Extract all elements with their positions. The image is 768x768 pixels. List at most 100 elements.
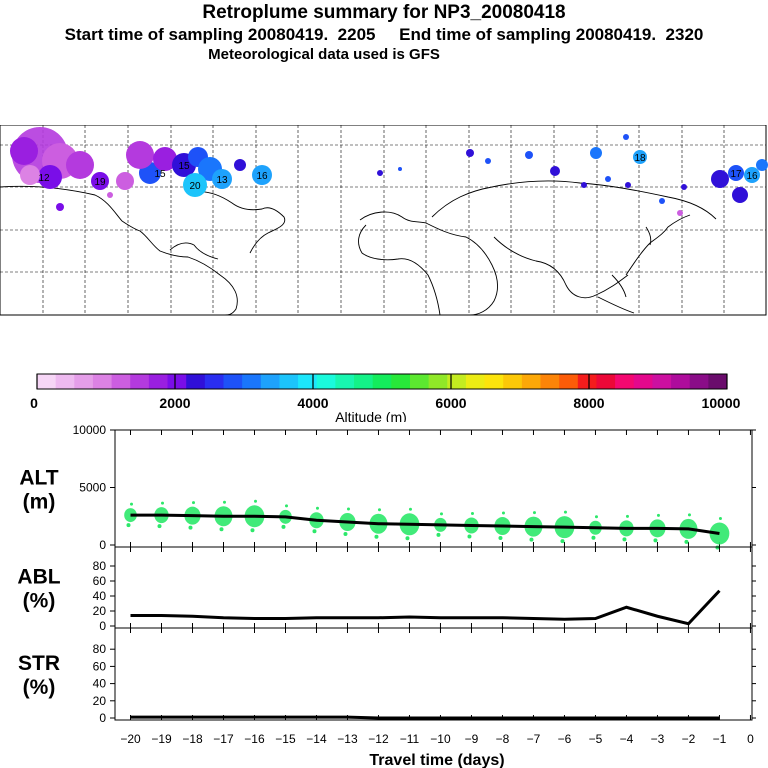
x-tick-label: −13 [337,732,358,746]
plume-dot [436,532,441,537]
y-tick-label: 60 [93,659,107,673]
plume-dot [129,502,133,506]
plume-dot [687,513,691,517]
x-tick-label: −15 [275,732,296,746]
colorbar-tick-label: 10000 [702,395,741,411]
plume-label: 18 [634,153,646,164]
y-tick-label: 0 [99,619,106,633]
x-tick-label: −7 [527,732,541,746]
plume-dot [684,539,689,544]
plume-dot [250,528,255,533]
plume-dot [343,532,348,536]
x-tick-label: −3 [651,732,665,746]
plume-dot [501,511,505,515]
plume-dot [563,510,567,514]
x-tick-label: −4 [620,732,634,746]
plume-dot [346,507,350,511]
map-frame [0,125,767,316]
plume-dot [718,517,722,520]
colorbar-swatch [167,374,187,389]
plume-dot [315,506,319,510]
colorbar-swatch [447,374,467,389]
colorbar-swatch [92,374,113,389]
colorbar-tick-label: 2000 [159,395,190,411]
colorbar-swatch [372,374,392,389]
colorbar-swatches [37,374,728,389]
y-tick-label: 40 [93,589,107,603]
plume-dot [405,536,410,541]
colorbar-tick-label: 8000 [573,395,604,411]
plume-dot [529,537,534,542]
panel-title: (%) [23,590,56,613]
plume-label: 12 [38,173,50,184]
plume-label: 16 [746,171,758,182]
plume-dot [470,511,474,515]
panel-title: ABL [17,566,60,589]
plume-label: 15 [154,169,166,180]
x-tick-label: −18 [182,732,203,746]
colorbar-swatch [465,374,486,389]
colorbar-swatch [260,374,280,389]
x-axis-label: Travel time (days) [369,752,504,768]
x-tick-label: 0 [747,732,754,746]
panel-title: STR [18,652,60,675]
y-tick-label: 5000 [79,481,106,495]
x-tick-label: −19 [151,732,172,746]
plume-dot [408,507,412,511]
plume-dot [656,513,660,517]
plume-dot [222,500,226,504]
sampling-time-subtitle: Start time of sampling 20080419. 2205 En… [64,25,704,44]
colorbar-major-ticks [36,374,728,389]
x-tick-label: −11 [400,732,420,746]
plume-dot [281,524,286,529]
y-tick-label: 80 [93,642,107,656]
colorbar-swatch [484,374,504,389]
plume-dot [312,529,317,534]
colorbar-swatch [521,374,542,389]
plume-dot [374,534,379,539]
colorbar-swatch [689,374,709,389]
x-tick-label: −17 [213,732,234,746]
colorbar-swatch [148,374,169,389]
plume-label: 16 [256,171,268,182]
plume-dot [467,534,472,539]
plume-label: 20 [189,181,201,192]
colorbar-swatch [559,374,579,389]
plume-dot [532,511,536,515]
abl-series-line [130,589,721,626]
plume-dot [439,512,443,516]
colorbar-swatch [298,374,318,389]
plume-dot [594,515,598,519]
x-tick-label: −10 [430,732,451,746]
colorbar-swatch [242,374,262,389]
colorbar-swatch [354,374,374,389]
colorbar-swatch [428,374,448,389]
x-tick-label: −5 [589,732,603,746]
x-tick-label: −16 [244,732,265,746]
x-axis: −20 −19 −18 −17 −16 −15 −14 −13 −12 −11 −10 −9 −8 −7−… [120,732,754,746]
panel-title: ALT [19,467,58,490]
plume-dot [253,499,257,503]
plume-dot [219,527,224,532]
colorbar-swatch [279,374,299,389]
x-tick-label: −6 [558,732,572,746]
colorbar-swatch [74,374,94,389]
colorbar-title: Altitude (m) [335,409,407,422]
y-tick-label: 60 [93,574,107,588]
altitude-colorbar: 0 2000 4000 6000 8000 10000 Altitude (m) [30,373,741,422]
colorbar-swatch [615,374,635,389]
colorbar-swatch [130,374,150,389]
colorbar-swatch [223,374,243,389]
plume-label: 15 [178,161,190,172]
colorbar-swatch [652,374,672,389]
y-tick-label: 40 [93,677,107,691]
colorbar-swatch [391,374,411,389]
colorbar-swatch [577,374,597,389]
colorbar-swatch [671,374,691,389]
y-tick-label: 0 [99,711,106,725]
plume-dot [191,501,195,505]
plume-dot [284,504,288,508]
plume-dot [498,536,503,541]
